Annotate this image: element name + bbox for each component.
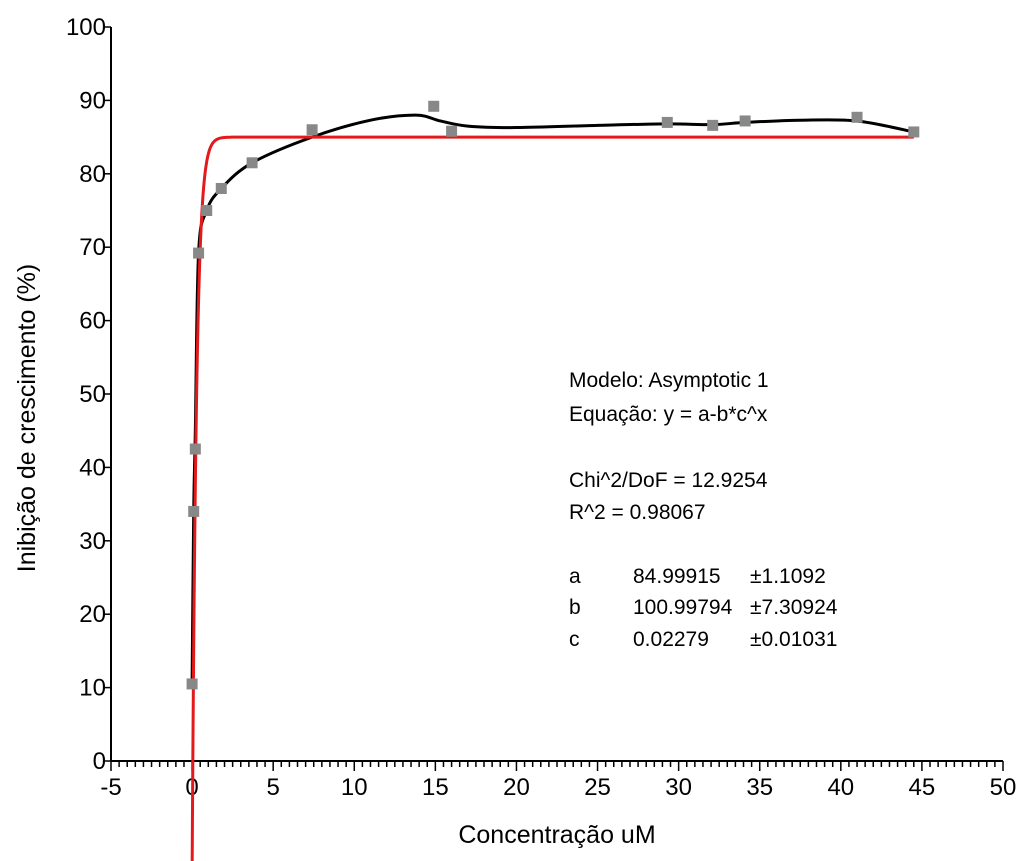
x-tick-label: 30 xyxy=(665,774,692,801)
fit-curve-line xyxy=(190,135,914,861)
plot-area xyxy=(186,100,920,861)
data-point xyxy=(428,100,440,112)
y-tick-label: 100 xyxy=(66,14,106,41)
x-tick-label: -5 xyxy=(100,774,121,801)
x-tick-label: 25 xyxy=(584,774,611,801)
param-a-error: ±1.1092 xyxy=(750,565,826,588)
axes: -5 0 5 10 15 20 25 30 35 40 45 50 0 10 20 30 40 50 60 70 80… xyxy=(66,14,1016,801)
param-b-value: 100.99794 xyxy=(633,596,733,619)
x-axis-title: Concentração uM xyxy=(458,821,655,849)
data-point xyxy=(661,116,673,128)
model-text: Modelo: Asymptotic 1 xyxy=(569,369,769,392)
y-tick-label: 20 xyxy=(79,601,106,628)
data-point xyxy=(186,678,198,690)
x-tick-label: 45 xyxy=(909,774,936,801)
data-point xyxy=(193,247,205,259)
data-point xyxy=(908,126,920,138)
y-tick-label: 10 xyxy=(79,675,106,702)
y-tick-label: 90 xyxy=(79,87,106,114)
x-tick-label: 5 xyxy=(267,774,280,801)
chi-text: Chi^2/DoF = 12.9254 xyxy=(569,469,768,492)
y-tick-label: 60 xyxy=(79,308,106,335)
x-tick-label: 10 xyxy=(341,774,368,801)
param-c-name: c xyxy=(569,628,580,651)
r2-text: R^2 = 0.98067 xyxy=(569,501,706,524)
data-point xyxy=(739,115,751,127)
data-point xyxy=(707,119,719,131)
fit-annotation: Modelo: Asymptotic 1 Equação: y = a-b*c^… xyxy=(569,369,838,651)
data-point xyxy=(188,505,200,517)
y-axis-title: Inibição de crescimento (%) xyxy=(13,264,41,572)
param-b-name: b xyxy=(569,596,581,619)
param-c-error: ±0.01031 xyxy=(750,628,837,651)
x-tick-label: 50 xyxy=(990,774,1017,801)
param-a-name: a xyxy=(569,565,581,588)
x-tick-label: 40 xyxy=(827,774,854,801)
x-tick-label: 15 xyxy=(422,774,449,801)
data-point xyxy=(246,157,258,169)
param-c-value: 0.02279 xyxy=(633,628,709,651)
data-point xyxy=(215,182,227,194)
param-a-value: 84.99915 xyxy=(633,565,721,588)
param-b-error: ±7.30924 xyxy=(750,596,838,619)
y-tick-label: 0 xyxy=(93,748,106,775)
data-point xyxy=(189,443,201,455)
y-tick-label: 40 xyxy=(79,454,106,481)
equation-text: Equação: y = a-b*c^x xyxy=(569,403,768,426)
data-points xyxy=(186,100,920,690)
x-tick-label: 20 xyxy=(503,774,530,801)
y-tick-label: 80 xyxy=(79,161,106,188)
data-point xyxy=(201,205,213,216)
y-tick-label: 50 xyxy=(79,381,106,408)
data-point xyxy=(851,111,863,123)
y-tick-label: 70 xyxy=(79,234,106,261)
data-point xyxy=(446,125,458,137)
data-point xyxy=(306,124,318,136)
y-tick-label: 30 xyxy=(79,528,106,555)
x-tick-label: 35 xyxy=(746,774,773,801)
x-ticks: -5 0 5 10 15 20 25 30 35 40 45 50 xyxy=(100,761,1016,801)
y-ticks: 0 10 20 30 40 50 60 70 80 90 100 xyxy=(66,14,111,775)
